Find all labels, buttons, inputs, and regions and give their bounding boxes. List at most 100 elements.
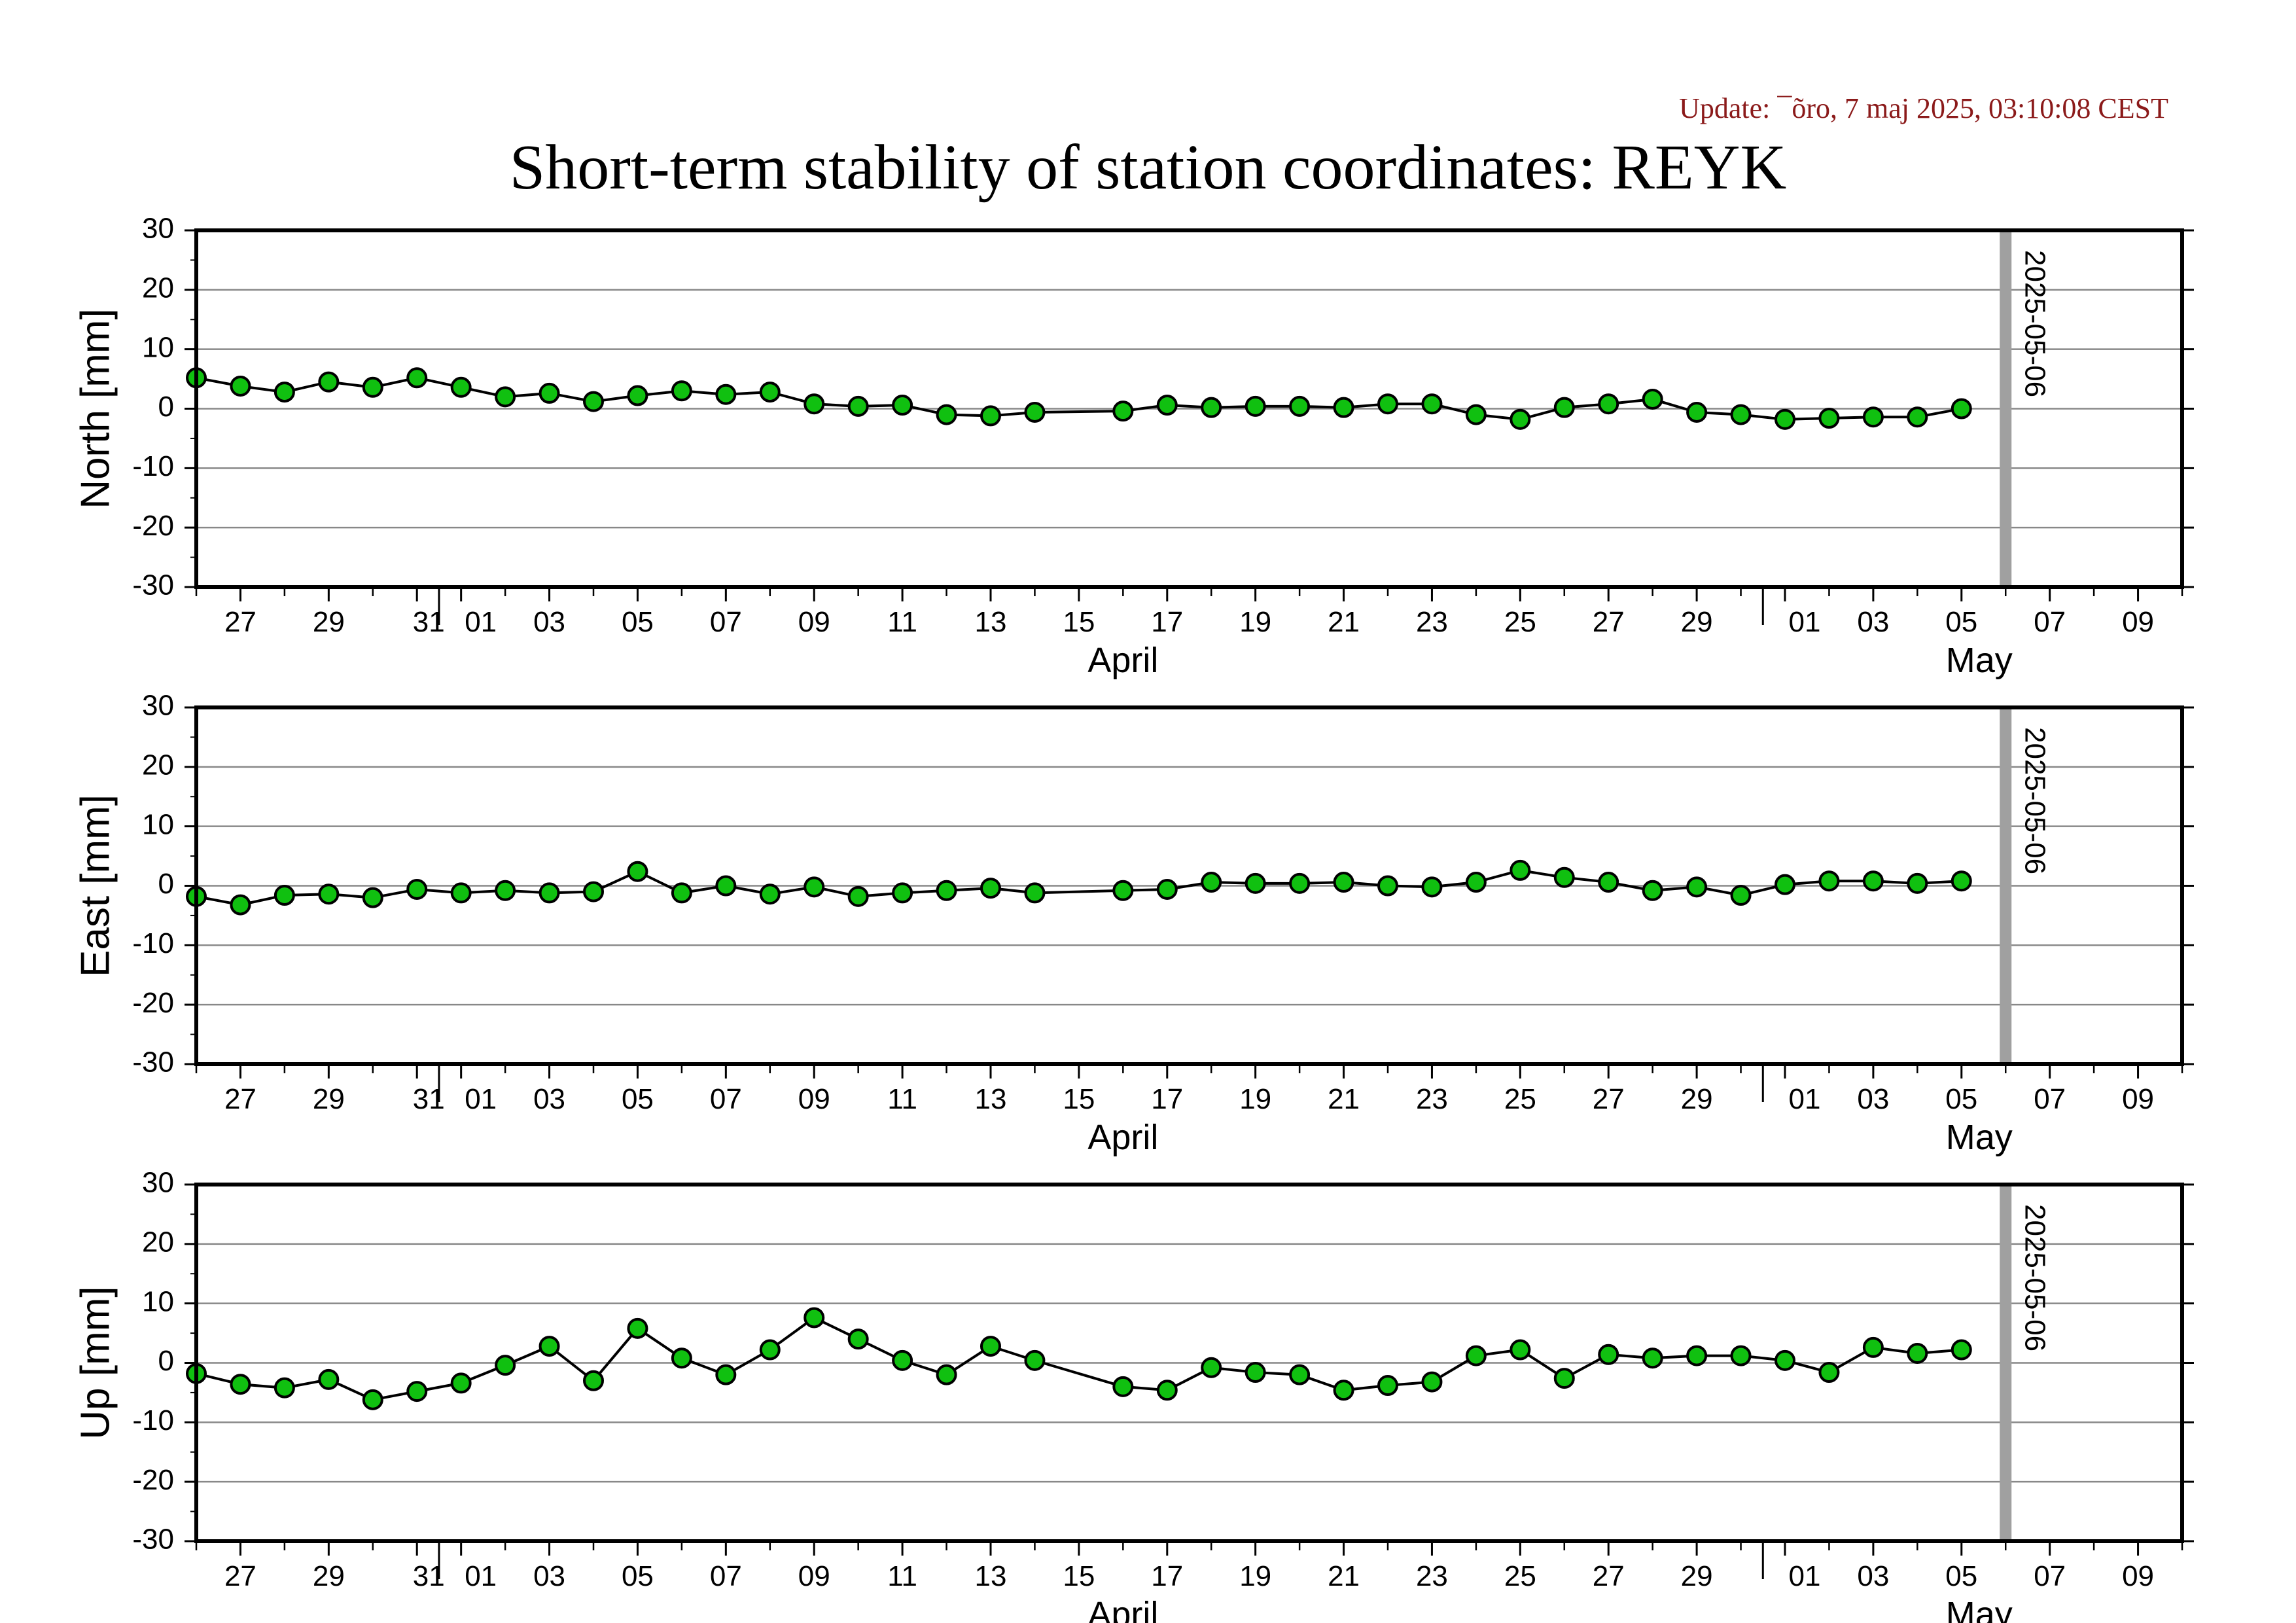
x-tick-label: 07 <box>2034 606 2066 638</box>
x-tick-label: 13 <box>975 606 1007 638</box>
data-point <box>1421 876 1443 898</box>
x-tick-label: 09 <box>798 606 830 638</box>
x-tick-label: 29 <box>1681 1083 1713 1115</box>
x-tick-label: 03 <box>1857 1560 1889 1592</box>
month-label: May <box>1946 1595 2013 1623</box>
x-tick-label: 27 <box>224 1560 256 1592</box>
data-point <box>1156 1380 1178 1401</box>
y-tick-label: -10 <box>132 1404 174 1436</box>
data-point <box>1465 872 1487 893</box>
data-point <box>1112 1376 1134 1397</box>
data-point <box>1245 1362 1266 1383</box>
chart-title: Short-term stability of station coordina… <box>509 132 1787 203</box>
x-tick-label: 25 <box>1504 606 1536 638</box>
x-tick-label: 27 <box>1593 1560 1625 1592</box>
x-tick-label: 17 <box>1151 1560 1183 1592</box>
data-point <box>1951 870 1972 892</box>
data-point <box>1598 393 1619 415</box>
date-marker-label: 2025-05-06 <box>2019 1204 2051 1351</box>
data-point <box>627 861 648 882</box>
data-point <box>1465 404 1487 425</box>
plot-frame <box>194 228 2184 589</box>
data-point <box>1642 388 1663 410</box>
data-point <box>804 393 825 415</box>
data-point <box>274 885 295 906</box>
data-point <box>980 405 1001 427</box>
x-tick-label: 03 <box>533 1560 565 1592</box>
data-point <box>1818 408 1840 429</box>
x-tick-label: 03 <box>533 606 565 638</box>
x-tick-label: 01 <box>1789 606 1821 638</box>
update-timestamp: Update: ¯õro, 7 maj 2025, 03:10:08 CEST <box>1679 92 2168 124</box>
y-axis-label: North [mm] <box>73 308 118 509</box>
data-point <box>1775 408 1795 430</box>
y-axis-label: Up [mm] <box>73 1286 118 1439</box>
data-point <box>671 882 692 904</box>
data-point <box>936 404 957 425</box>
data-point <box>759 382 781 403</box>
data-point <box>1333 397 1354 418</box>
x-tick-label: 01 <box>465 606 497 638</box>
data-point <box>450 376 472 398</box>
x-tick-label: 19 <box>1239 606 1271 638</box>
data-point <box>1289 872 1311 894</box>
series-line <box>196 376 1962 421</box>
x-tick-label: 07 <box>710 606 742 638</box>
data-point <box>892 882 913 904</box>
x-tick-label: 03 <box>533 1083 565 1115</box>
data-point <box>1024 1349 1046 1371</box>
y-tick-label: 10 <box>142 331 174 363</box>
x-tick-label: 03 <box>1857 1083 1889 1115</box>
x-tick-label: 07 <box>710 1560 742 1592</box>
x-tick-label: 01 <box>465 1560 497 1592</box>
data-point <box>1465 1345 1487 1366</box>
x-tick-label: 09 <box>798 1560 830 1592</box>
data-point <box>627 385 648 406</box>
x-tick-label: 29 <box>1681 1560 1713 1592</box>
y-tick-label: 30 <box>142 690 174 722</box>
x-tick-label: 15 <box>1063 1083 1095 1115</box>
data-point <box>1289 395 1311 417</box>
y-tick-label: 20 <box>142 1226 174 1258</box>
data-point <box>1862 870 1884 892</box>
data-point <box>230 1374 251 1395</box>
data-point <box>892 1349 913 1371</box>
data-point <box>715 383 737 405</box>
x-tick-label: 11 <box>887 1560 917 1592</box>
x-tick-label: 05 <box>1945 1560 1977 1592</box>
date-marker-label: 2025-05-06 <box>2019 727 2051 874</box>
data-point <box>318 371 340 393</box>
data-point <box>1377 1375 1398 1397</box>
data-point <box>539 882 560 904</box>
data-point <box>715 1364 737 1385</box>
x-tick-label: 09 <box>2122 606 2154 638</box>
data-point <box>847 885 869 907</box>
data-point <box>627 1317 648 1339</box>
data-point <box>1642 880 1663 901</box>
data-point <box>406 367 428 389</box>
x-tick-label: 25 <box>1504 1083 1536 1115</box>
data-point <box>804 1307 825 1329</box>
data-point <box>1112 401 1134 422</box>
data-point <box>1818 1362 1840 1383</box>
data-point <box>495 880 516 901</box>
plot-frame <box>194 705 2184 1066</box>
data-point <box>406 1381 428 1402</box>
data-point <box>1686 401 1708 423</box>
x-tick-label: 09 <box>2122 1560 2154 1592</box>
x-tick-label: 21 <box>1328 606 1360 638</box>
data-point <box>671 380 692 402</box>
data-point <box>1510 859 1531 881</box>
data-point <box>1156 878 1178 900</box>
data-point <box>274 1377 295 1399</box>
data-point <box>1553 866 1575 888</box>
y-tick-label: 0 <box>158 868 174 900</box>
y-tick-label: 10 <box>142 808 174 840</box>
data-point <box>230 894 251 916</box>
x-tick-label: 05 <box>1945 1083 1977 1115</box>
data-point <box>1510 1339 1531 1361</box>
series-line <box>196 1316 1962 1401</box>
y-axis-label: East [mm] <box>73 794 118 977</box>
x-tick-label: 29 <box>313 1083 345 1115</box>
data-point <box>1421 1371 1443 1393</box>
